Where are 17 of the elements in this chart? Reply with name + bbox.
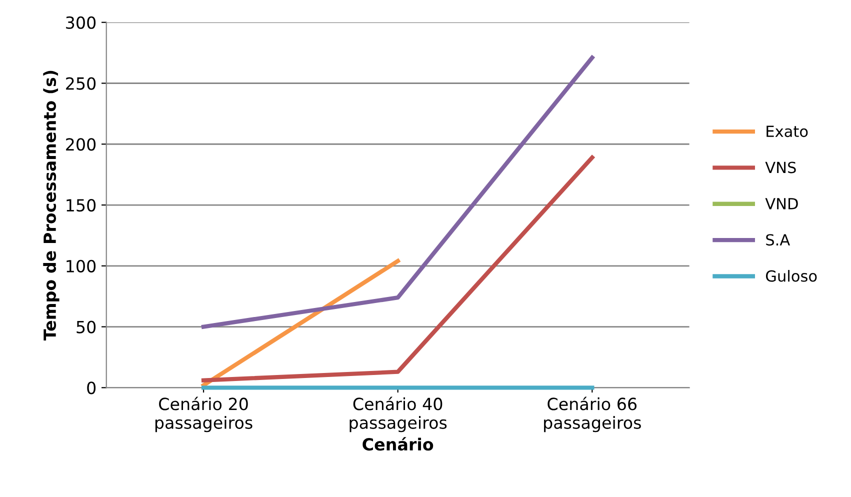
legend-label: Exato [766,126,808,138]
y-tick-label: 300 [66,16,96,29]
y-tick-label: 0 [87,382,96,394]
x-axis-title: Cenário [362,437,434,451]
y-tick-label: 50 [76,320,96,334]
y-tick-label: 100 [66,260,96,272]
y-axis-title: Tempo de Processamento (s) [43,70,60,340]
y-tick-label: 150 [66,198,96,212]
legend-label: VND [765,198,798,210]
x-tick-label: Cenário 66 passageiros [544,396,641,432]
legend-label: VNS [765,162,796,174]
y-tick-label: 250 [66,77,96,90]
legend-label: S.A [766,234,790,246]
legend-label: Guloso [766,270,817,282]
y-tick-label: 200 [66,138,96,151]
x-tick-label: Cenário 20 passageiros [155,396,252,432]
x-tick-label: Cenário 40 passageiros [350,396,447,432]
